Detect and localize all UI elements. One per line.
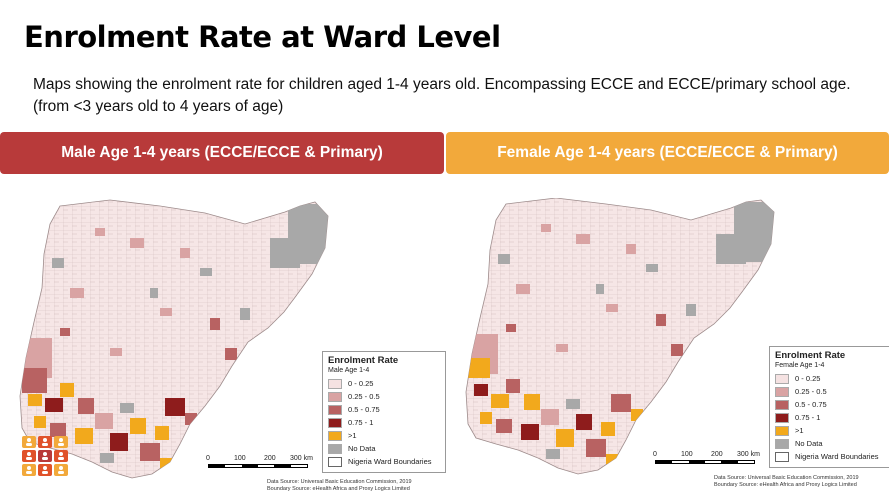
legend-swatch — [328, 404, 342, 415]
legend-swatch — [328, 456, 342, 467]
legend-item: 0 - 0.25 — [775, 372, 887, 385]
legend-title: Enrolment Rate — [775, 350, 846, 361]
legend-subtitle: Female Age 1-4 — [775, 362, 825, 369]
nigeria-wards-female — [465, 198, 775, 475]
legend-item: Nigeria Ward Boundaries — [328, 455, 440, 468]
female-map-banner: Female Age 1-4 years (ECCE/ECCE & Primar… — [446, 132, 889, 174]
legend-title: Enrolment Rate — [328, 355, 399, 366]
legend-swatch — [328, 417, 342, 428]
male-map-banner: Male Age 1-4 years (ECCE/ECCE & Primary) — [0, 132, 444, 174]
female-map-source: Data Source: Universal Basic Education C… — [714, 475, 859, 488]
legend-item: 0.75 - 1 — [775, 411, 887, 424]
legend-item: Nigeria Ward Boundaries — [775, 450, 887, 463]
female-map-scale-bar: 0 100 200 300 km — [653, 451, 765, 475]
legend-item: 0.25 - 0.5 — [328, 390, 440, 403]
legend-item: No Data — [775, 437, 887, 450]
legend-swatch — [775, 399, 789, 410]
organization-logo — [22, 436, 68, 476]
legend-item: No Data — [328, 442, 440, 455]
legend-item: 0.5 - 0.75 — [328, 403, 440, 416]
female-map-legend: Enrolment Rate Female Age 1-4 0 - 0.25 0… — [769, 346, 889, 468]
legend-item: 0.75 - 1 — [328, 416, 440, 429]
male-map-legend: Enrolment Rate Male Age 1-4 0 - 0.25 0.2… — [322, 351, 446, 473]
legend-swatch — [775, 425, 789, 436]
male-enrolment-map — [19, 199, 329, 479]
legend-swatch — [775, 373, 789, 384]
legend-swatch — [775, 412, 789, 423]
legend-swatch — [775, 438, 789, 449]
female-enrolment-map — [465, 198, 775, 475]
legend-swatch — [328, 443, 342, 454]
legend-subtitle: Male Age 1-4 — [328, 367, 370, 374]
legend-item: >1 — [328, 429, 440, 442]
male-map-source: Data Source: Universal Basic Education C… — [267, 479, 412, 492]
legend-swatch — [328, 430, 342, 441]
legend-swatch — [328, 378, 342, 389]
legend-item: 0.5 - 0.75 — [775, 398, 887, 411]
page-subtitle: Maps showing the enrolment rate for chil… — [33, 76, 851, 115]
legend-item: >1 — [775, 424, 887, 437]
legend-item: 0.25 - 0.5 — [775, 385, 887, 398]
legend-swatch — [775, 386, 789, 397]
legend-item: 0 - 0.25 — [328, 377, 440, 390]
page-title: Enrolment Rate at Ward Level — [24, 20, 501, 54]
male-map-scale-bar: 0 100 200 300 km — [206, 455, 318, 479]
legend-swatch — [775, 451, 789, 462]
legend-swatch — [328, 391, 342, 402]
